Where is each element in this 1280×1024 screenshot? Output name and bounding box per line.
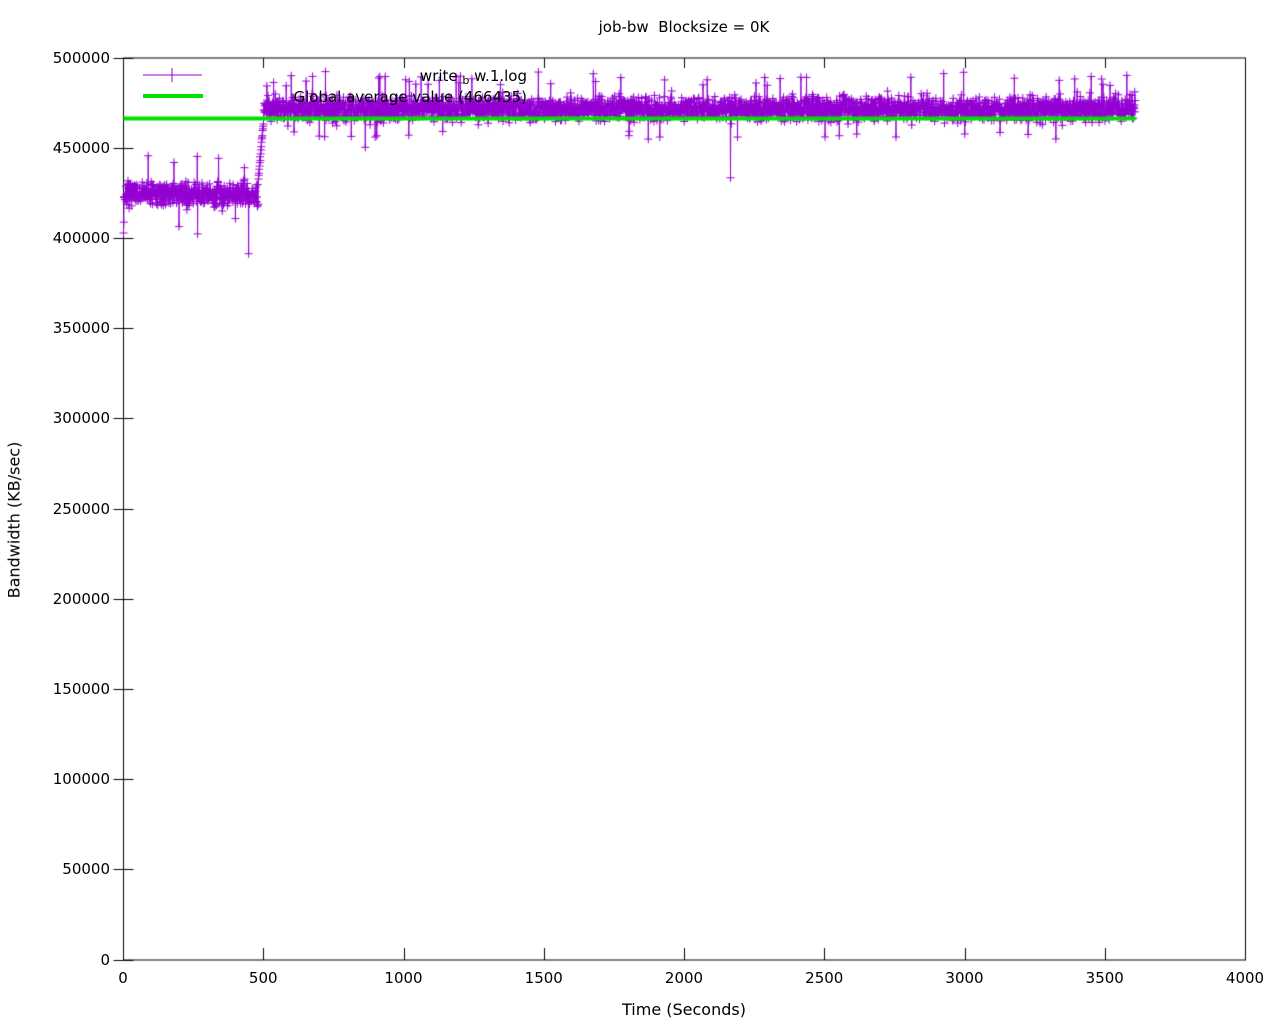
legend-label-subscript: b [462, 74, 470, 87]
y-axis-title: Bandwidth (KB/sec) [4, 441, 24, 599]
y-tick-label: 500000 [52, 48, 110, 67]
x-tick-label: 2500 [805, 969, 844, 987]
x-tick-label: 3500 [1085, 969, 1124, 987]
y-tick-label: 400000 [52, 228, 110, 247]
y-tick-label: 150000 [52, 679, 110, 698]
x-tick-label: 1500 [524, 969, 563, 987]
x-tick-label: 0 [118, 969, 128, 987]
average-line-sample-icon [143, 94, 203, 98]
x-tick-label: 2000 [664, 969, 704, 987]
x-tick-label: 500 [248, 969, 278, 987]
legend-label-text: w.1.log [469, 67, 527, 85]
y-tick-label: 350000 [52, 319, 110, 338]
x-tick-label: 4000 [1225, 969, 1265, 987]
y-tick-label: 100000 [52, 770, 110, 789]
chart-title: job-bw Blocksize = 0K [598, 18, 770, 36]
linespoints-sample-icon [143, 68, 202, 82]
legend-label-text: write [419, 67, 463, 85]
y-tick-label: 200000 [52, 589, 110, 608]
y-tick-label: 50000 [62, 860, 110, 879]
x-axis-title: Time (Seconds) [622, 1000, 746, 1019]
y-tick-label: 0 [100, 950, 110, 969]
y-tick-label: 450000 [52, 138, 110, 157]
y-tick-label: 300000 [52, 409, 110, 428]
x-tick-label: 3000 [945, 969, 984, 987]
legend-label-write-bw-log: write b w.1.log [273, 67, 527, 87]
y-tick-label: 250000 [52, 499, 110, 518]
legend-label-global-average: Global average value (466435) [293, 88, 528, 106]
x-tick-label: 1000 [384, 969, 423, 987]
